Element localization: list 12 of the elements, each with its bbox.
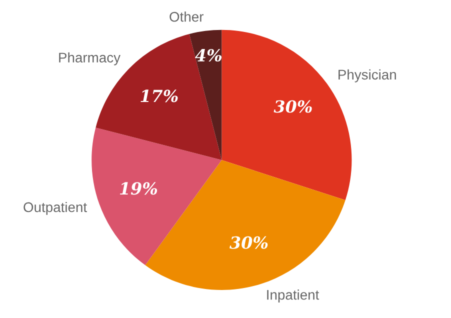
slice-label: Outpatient [24,202,87,215]
pie-slice [189,30,222,160]
data-label: 17% [140,90,178,102]
pie-slice [92,128,222,266]
slice-label: Pharmacy [59,52,120,66]
data-label: 4% [195,48,222,62]
data-label: 30% [274,100,312,113]
data-label: 30% [230,236,268,249]
slice-label: Inpatient [267,290,320,302]
data-label: 19% [120,182,158,195]
slice-label: Other [170,12,204,22]
slice-label: Physician [338,69,396,82]
